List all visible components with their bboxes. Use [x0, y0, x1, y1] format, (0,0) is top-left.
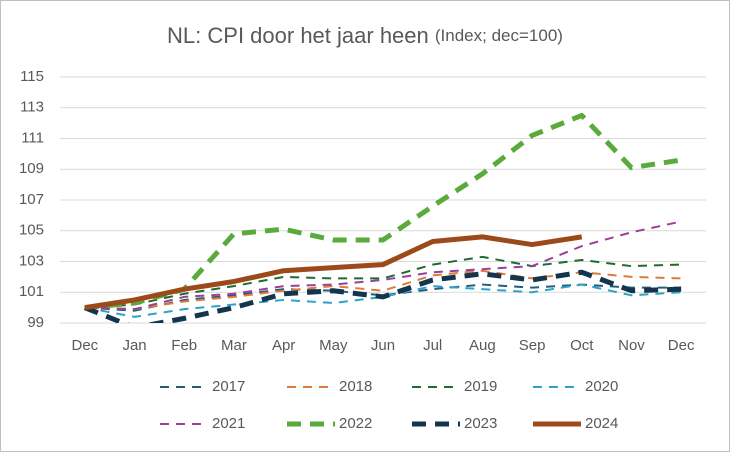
legend-label: 2018 — [339, 378, 372, 395]
series-line — [83, 269, 682, 323]
x-tick-label: Mar — [221, 337, 247, 354]
y-tick-label: 109 — [19, 160, 44, 177]
legend-label: 2020 — [585, 378, 618, 395]
x-tick-label: Jun — [371, 337, 395, 354]
chart-title: NL: CPI door het jaar heen (Index; dec=1… — [167, 23, 563, 48]
x-tick-label: Jan — [122, 337, 146, 354]
y-tick-label: 111 — [21, 129, 44, 146]
y-tick-label: 101 — [19, 283, 44, 300]
series-line — [84, 283, 682, 318]
y-tick-label: 105 — [19, 222, 44, 239]
x-tick-label: Apr — [272, 337, 295, 354]
series-line — [84, 220, 682, 311]
legend-label: 2022 — [339, 415, 372, 432]
y-tick-label: 99 — [27, 314, 44, 331]
x-tick-label: Dec — [72, 337, 99, 354]
x-tick-label: Feb — [171, 337, 197, 354]
x-tick-label: Jul — [423, 337, 442, 354]
title-text: NL: CPI door het jaar heen — [167, 23, 429, 48]
legend-label: 2017 — [212, 378, 245, 395]
x-tick-label: Nov — [618, 337, 645, 354]
plot-area — [83, 112, 682, 323]
legend-label: 2024 — [585, 415, 618, 432]
subtitle-text: (Index; dec=100) — [435, 26, 563, 45]
y-tick-label: 103 — [19, 252, 44, 269]
y-tick-label: 115 — [20, 68, 44, 85]
series-line — [84, 234, 583, 311]
y-tick-label: 107 — [19, 191, 44, 208]
legend-label: 2019 — [464, 378, 497, 395]
series-line — [84, 255, 682, 309]
x-tick-label: Dec — [668, 337, 695, 354]
legend-label: 2021 — [212, 415, 245, 432]
x-tick-label: May — [319, 337, 348, 354]
x-tick-label: Oct — [570, 337, 594, 354]
x-tick-label: Aug — [469, 337, 496, 354]
x-tick-label: Sep — [519, 337, 546, 354]
legend-label: 2023 — [464, 415, 497, 432]
y-tick-label: 113 — [20, 99, 44, 116]
